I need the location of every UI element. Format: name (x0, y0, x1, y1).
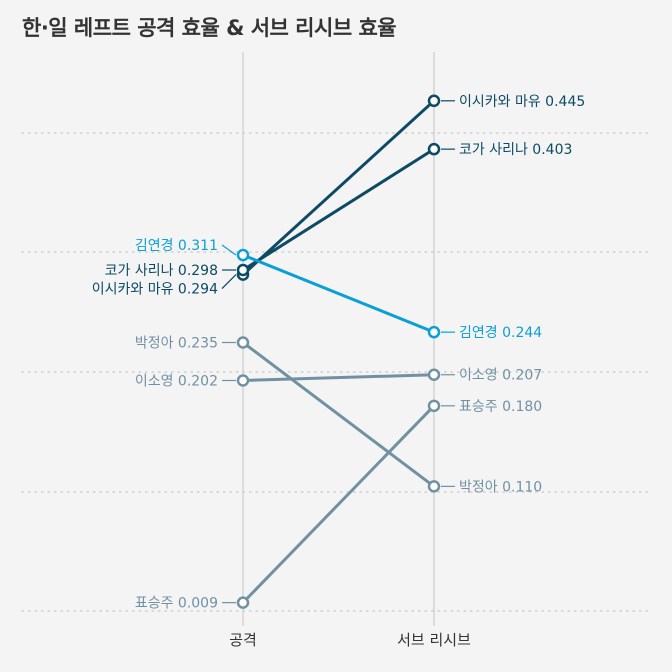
data-point (427, 399, 441, 413)
point-label: 이시카와 마유 0.294 (92, 282, 218, 298)
data-point (236, 263, 250, 277)
point-label: 김연경 0.311 (135, 238, 218, 254)
label-leader (221, 274, 237, 290)
data-point (236, 596, 250, 609)
data-point (427, 94, 441, 108)
x-tick-label: 서브 리시브 (397, 631, 471, 649)
data-point (236, 248, 250, 262)
point-label: 표승주 0.180 (459, 399, 542, 415)
x-tick-label: 공격 (229, 631, 257, 649)
data-point (427, 142, 441, 156)
series-line (242, 373, 435, 382)
data-point (427, 325, 441, 339)
series-points (236, 94, 441, 609)
point-label: 박정아 0.235 (135, 336, 218, 352)
point-label: 박정아 0.110 (459, 479, 542, 495)
point-label: 이시카와 마유 0.445 (459, 94, 585, 110)
series-labels: 박정아 0.110 박정아 0.235 이소영 0.207 이소영 0.202 표승주 … (92, 94, 586, 612)
series-line (241, 99, 436, 276)
series-line (242, 253, 435, 334)
series-line (242, 147, 435, 272)
point-label: 코가 사리나 0.403 (459, 142, 572, 158)
series-lines (241, 99, 436, 604)
series-line (241, 404, 436, 604)
data-point (427, 368, 441, 381)
point-label: 김연경 0.244 (459, 325, 542, 341)
point-label: 이소영 0.207 (459, 368, 542, 384)
data-point (236, 336, 250, 349)
point-label: 표승주 0.009 (135, 596, 218, 612)
point-label: 이소영 0.202 (135, 373, 218, 389)
chart-title: 한·일 레프트 공격 효율 & 서브 리시브 효율 (22, 16, 397, 40)
point-label: 코가 사리나 0.298 (105, 263, 218, 279)
data-point (236, 374, 250, 387)
label-leader (221, 244, 237, 256)
series-line (242, 341, 435, 488)
data-point (427, 480, 441, 493)
